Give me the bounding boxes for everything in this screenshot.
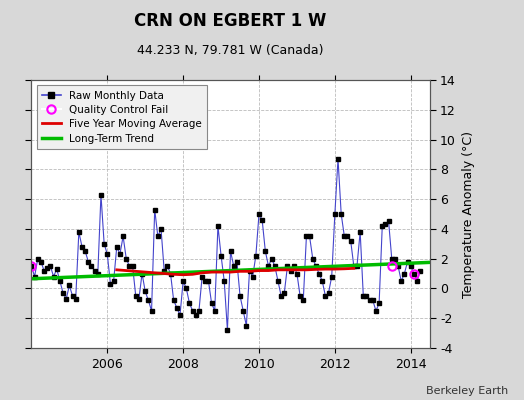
Legend: Raw Monthly Data, Quality Control Fail, Five Year Moving Average, Long-Term Tren: Raw Monthly Data, Quality Control Fail, … [37, 85, 207, 149]
Text: Berkeley Earth: Berkeley Earth [426, 386, 508, 396]
Y-axis label: Temperature Anomaly (°C): Temperature Anomaly (°C) [462, 130, 475, 298]
Text: 44.233 N, 79.781 W (Canada): 44.233 N, 79.781 W (Canada) [137, 44, 324, 57]
Text: CRN ON EGBERT 1 W: CRN ON EGBERT 1 W [134, 12, 327, 30]
